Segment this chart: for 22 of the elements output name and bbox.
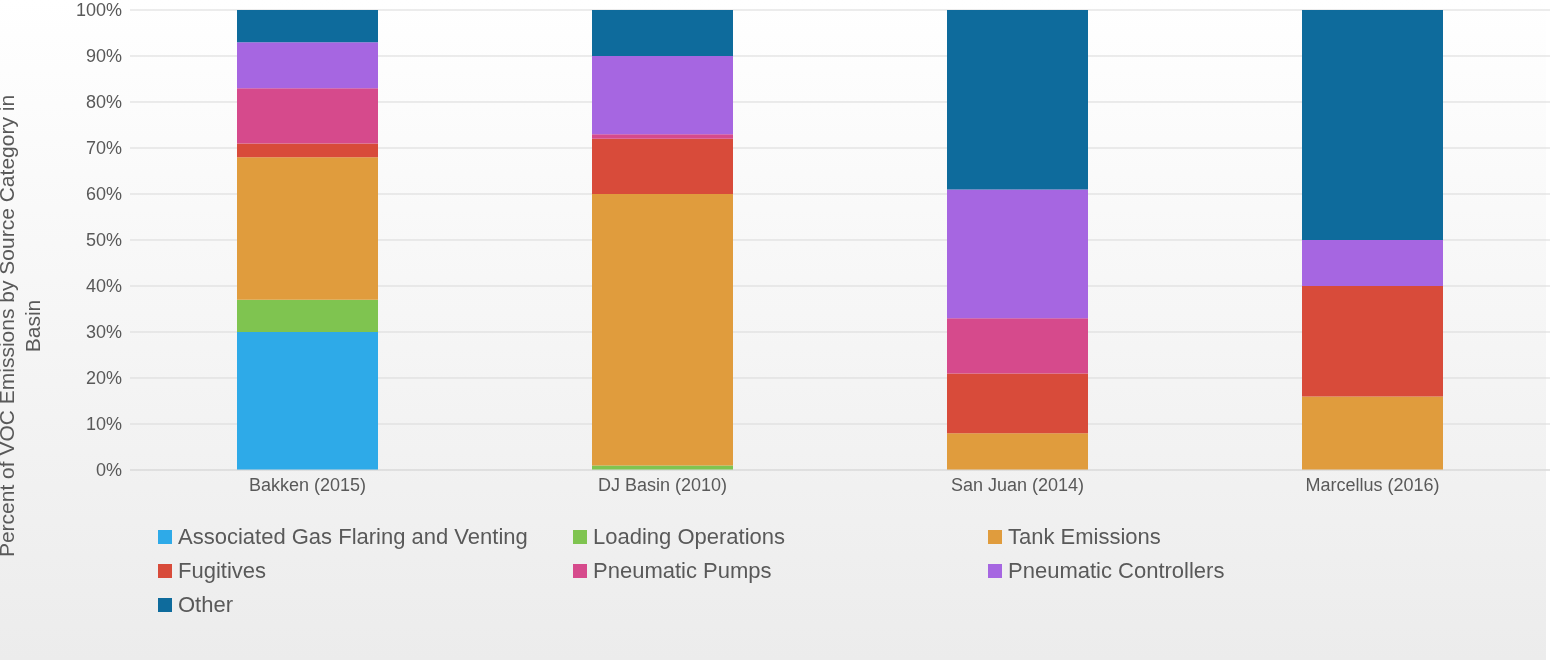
y-tick-label: 70% [85, 138, 122, 159]
legend-label: Pneumatic Controllers [1008, 558, 1225, 584]
x-tick-label: Bakken (2015) [248, 474, 367, 495]
y-tick-label: 50% [85, 230, 122, 251]
x-tick-label: San Juan (2014) [950, 474, 1085, 495]
y-tick-label: 80% [85, 92, 122, 113]
legend-label: Pneumatic Pumps [593, 558, 772, 584]
y-tick-label: 30% [85, 322, 122, 343]
legend-label: Other [178, 592, 234, 618]
y-tick-label: 10% [85, 414, 122, 435]
legend-label: Fugitives [178, 558, 267, 584]
x-tick-label: Marcellus (2016) [1305, 474, 1440, 495]
x-tick-label: DJ Basin (2010) [597, 474, 728, 495]
y-tick-label: 0% [95, 460, 122, 481]
y-tick-label: 90% [85, 46, 122, 67]
legend-label: Tank Emissions [1008, 524, 1161, 550]
y-tick-label: 100% [75, 0, 122, 21]
y-tick-label: 40% [85, 276, 122, 297]
legend-label: Loading Operations [593, 524, 786, 550]
y-tick-label: 20% [85, 368, 122, 389]
legend-label: Associated Gas Flaring and Venting [178, 524, 528, 550]
y-tick-label: 60% [85, 184, 122, 205]
